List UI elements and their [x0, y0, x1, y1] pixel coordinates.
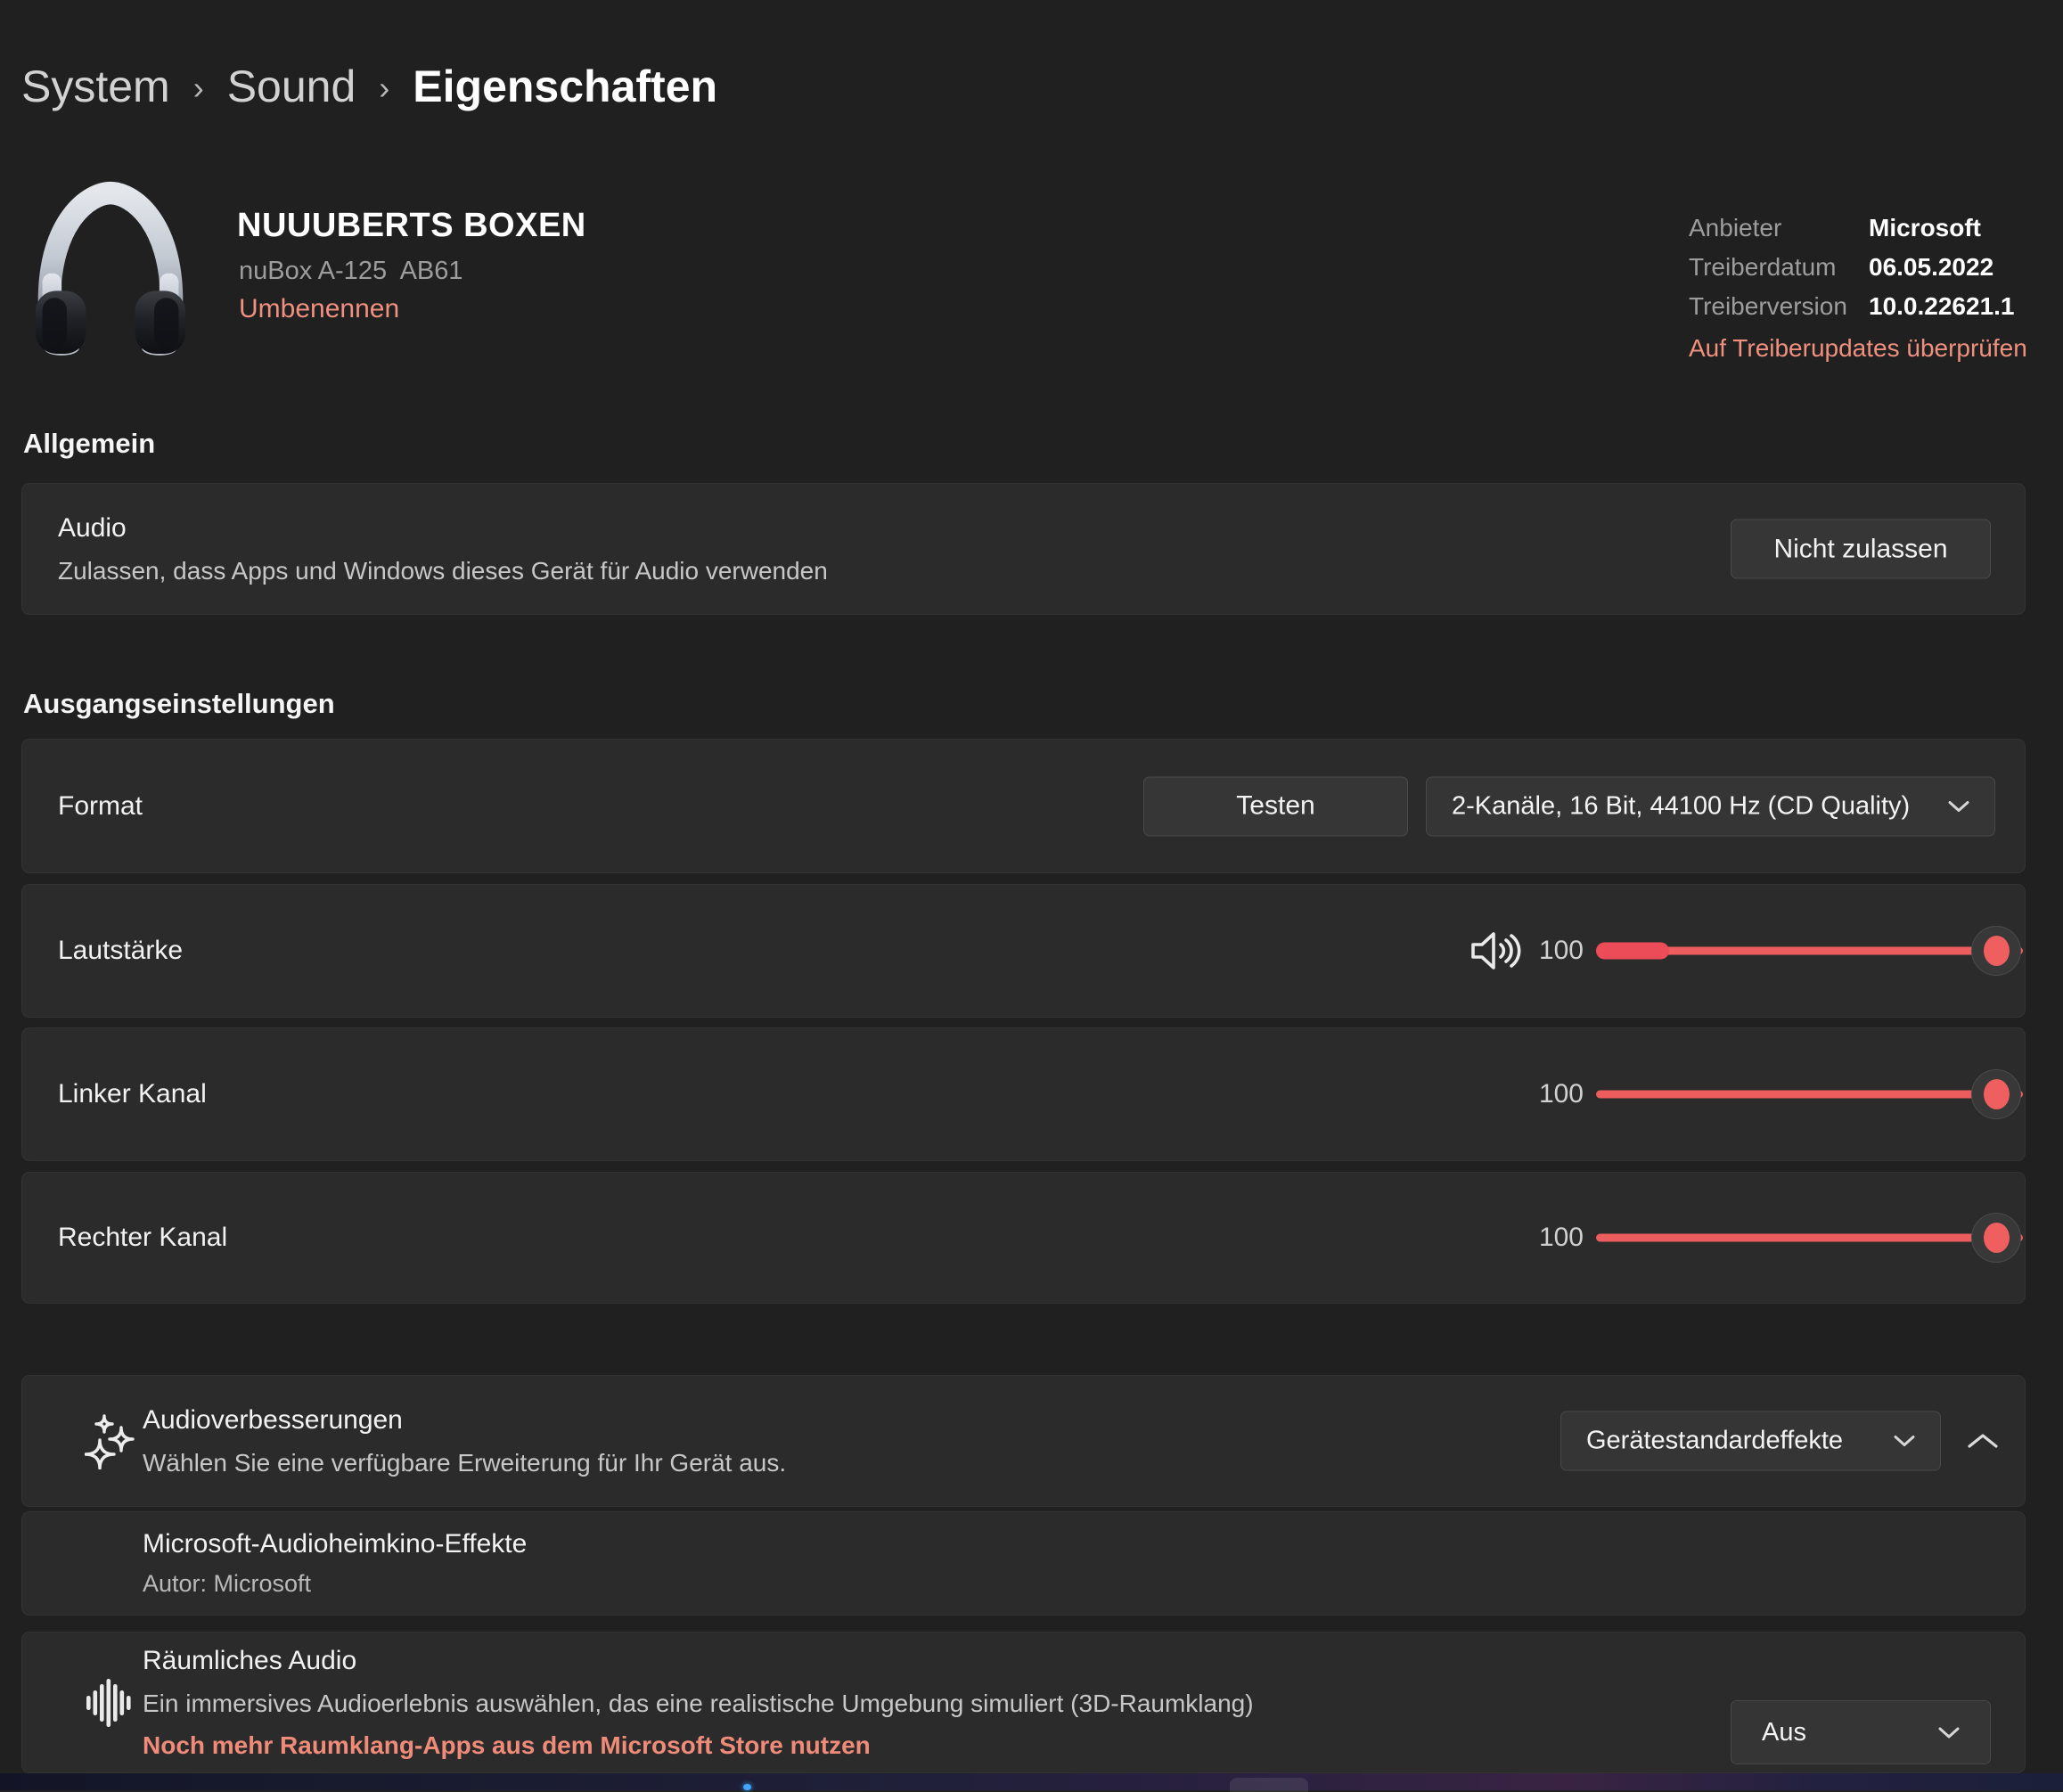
- spatial-title: Räumliches Audio: [143, 1645, 357, 1675]
- chevron-down-icon: [1948, 799, 1969, 813]
- section-heading-ausgangseinstellungen: Ausgangseinstellungen: [23, 688, 335, 719]
- enhancements-description: Wählen Sie eine verfügbare Erweiterung f…: [143, 1448, 787, 1477]
- collapse-button[interactable]: [1961, 1416, 2005, 1466]
- page-title: Eigenschaften: [413, 61, 718, 111]
- test-button[interactable]: Testen: [1143, 776, 1408, 836]
- audio-description: Zulassen, dass Apps und Windows dieses G…: [58, 556, 828, 585]
- left-channel-slider[interactable]: [1596, 1068, 2023, 1121]
- right-channel-label: Rechter Kanal: [58, 1223, 228, 1252]
- slider-thumb[interactable]: [1971, 1069, 2021, 1119]
- spatial-store-link[interactable]: Noch mehr Raumklang-Apps aus dem Microso…: [143, 1731, 871, 1759]
- driver-update-link[interactable]: Auf Treiberupdates überprüfen: [1689, 334, 2027, 362]
- format-label: Format: [58, 790, 143, 821]
- driver-label: Treiberversion: [1689, 292, 1847, 320]
- section-heading-allgemein: Allgemein: [23, 428, 156, 459]
- format-dropdown-value: 2-Kanäle, 16 Bit, 44100 Hz (CD Quality): [1452, 791, 1911, 820]
- effect-title: Microsoft-Audioheimkino-Effekte: [143, 1529, 528, 1559]
- driver-value: 06.05.2022: [1869, 253, 1994, 281]
- slider-thumb[interactable]: [1971, 926, 2021, 976]
- chevron-down-icon: [1938, 1726, 1960, 1739]
- left-channel-value: 100: [1538, 1079, 1584, 1109]
- volume-label: Lautstärke: [58, 936, 184, 965]
- slider-thumb-dot: [1983, 936, 2010, 966]
- right-channel-value: 100: [1538, 1223, 1584, 1252]
- volume-slider[interactable]: [1596, 924, 2023, 978]
- right-channel-card: Rechter Kanal 100: [21, 1172, 2026, 1304]
- breadcrumb-item-system[interactable]: System: [21, 61, 170, 111]
- driver-info: Anbieter Microsoft Treiberdatum 06.05.20…: [1689, 209, 2027, 368]
- sparkles-icon: [85, 1412, 138, 1469]
- taskbar-accent-dot: [743, 1784, 751, 1790]
- audio-title: Audio: [58, 512, 127, 543]
- driver-value: Microsoft: [1869, 214, 1981, 241]
- device-name: NUUUBERTS BOXEN: [237, 207, 586, 244]
- volume-card: Lautstärke 100: [21, 884, 2026, 1018]
- enhancements-title: Audioverbesserungen: [143, 1404, 403, 1435]
- breadcrumb: System › Sound › Eigenschaften: [21, 61, 717, 112]
- spatial-dropdown-value: Aus: [1762, 1717, 1806, 1747]
- taskbar-strip: [0, 1773, 2063, 1790]
- chevron-up-icon: [1967, 1432, 1999, 1450]
- driver-value: 10.0.22621.1: [1869, 292, 2015, 320]
- slider-fill-cap: [1596, 942, 1669, 960]
- left-channel-label: Linker Kanal: [58, 1079, 207, 1109]
- breadcrumb-separator: ›: [192, 70, 204, 106]
- format-dropdown[interactable]: 2-Kanäle, 16 Bit, 44100 Hz (CD Quality): [1426, 776, 1995, 836]
- breadcrumb-item-sound[interactable]: Sound: [226, 61, 356, 111]
- taskbar-icon-sliver: [1230, 1778, 1308, 1792]
- effects-dropdown-value: Gerätestandardeffekte: [1586, 1426, 1844, 1455]
- volume-value: 100: [1538, 936, 1584, 965]
- slider-thumb[interactable]: [1971, 1213, 2021, 1263]
- driver-label: Anbieter: [1689, 214, 1782, 241]
- slider-track[interactable]: [1596, 1233, 2023, 1242]
- format-card: Format Testen 2-Kanäle, 16 Bit, 44100 Hz…: [21, 739, 2026, 873]
- chevron-down-icon: [1894, 1435, 1915, 1448]
- slider-thumb-dot: [1983, 1223, 2010, 1253]
- headphones-icon: [23, 169, 198, 358]
- slider-track[interactable]: [1596, 1090, 2023, 1099]
- left-channel-card: Linker Kanal 100: [21, 1027, 2026, 1161]
- effects-dropdown[interactable]: Gerätestandardeffekte: [1560, 1411, 1941, 1471]
- right-channel-slider[interactable]: [1596, 1211, 2023, 1264]
- driver-label: Treiberdatum: [1689, 253, 1837, 281]
- spatial-description: Ein immersives Audioerlebnis auswählen, …: [143, 1689, 1254, 1717]
- effect-row-card: Microsoft-Audioheimkino-Effekte Autor: M…: [21, 1511, 2026, 1616]
- slider-track[interactable]: [1596, 946, 2023, 955]
- breadcrumb-separator: ›: [379, 70, 390, 106]
- rename-link[interactable]: Umbenennen: [239, 294, 400, 323]
- spatial-audio-card: Räumliches Audio Ein immersives Audioerl…: [21, 1632, 2026, 1773]
- slider-thumb-dot: [1983, 1079, 2010, 1109]
- device-model: nuBox A-125 AB61: [239, 257, 463, 285]
- enhancements-card: Audioverbesserungen Wählen Sie eine verf…: [21, 1375, 2026, 1507]
- spatial-dropdown[interactable]: Aus: [1731, 1700, 1991, 1764]
- effect-author: Autor: Microsoft: [143, 1570, 312, 1597]
- soundwave-icon: [85, 1678, 131, 1728]
- audio-permission-card: Audio Zulassen, dass Apps und Windows di…: [21, 483, 2026, 615]
- speaker-icon: [1469, 930, 1521, 971]
- disallow-button[interactable]: Nicht zulassen: [1731, 519, 1991, 579]
